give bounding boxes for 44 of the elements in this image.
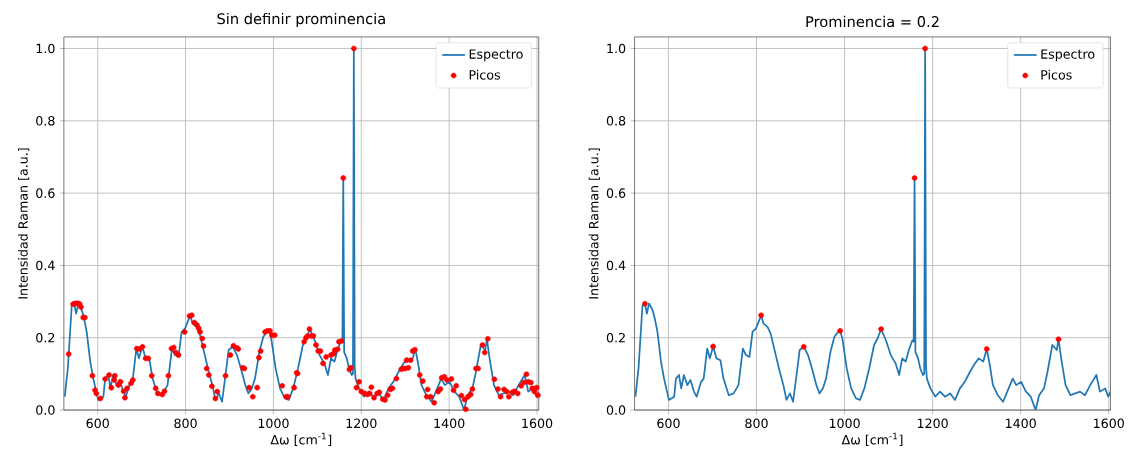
point <box>983 346 990 352</box>
x-tick-label: 600 <box>86 418 109 429</box>
x-tick-label: 1200 <box>917 418 948 429</box>
y-tick-label: 0.0 <box>606 405 626 415</box>
point <box>1055 336 1062 342</box>
x-tick-label: 1000 <box>258 418 289 429</box>
point <box>710 343 716 350</box>
point <box>642 300 648 307</box>
point <box>878 326 884 332</box>
x-tick-label: 800 <box>174 418 197 429</box>
y-tick-label: 0.4 <box>36 260 55 271</box>
y-tick-label: 1.0 <box>607 43 626 54</box>
y-tick-label: 1.0 <box>36 43 55 54</box>
x-tick-label: 1600 <box>1094 418 1124 429</box>
y-tick-label: 0.0 <box>36 405 55 415</box>
x-tick-label: 1400 <box>1005 418 1036 429</box>
y-tick-label: 0.2 <box>36 332 55 343</box>
legend-label: Espectro <box>469 49 523 62</box>
y-tick-label: 0.4 <box>606 260 626 271</box>
point <box>922 45 928 52</box>
y-axis-title: Intensidad Raman [a.u.] <box>18 148 30 299</box>
y-axis-title: Intensidad Raman [a.u.] <box>588 148 600 299</box>
y-tick-label: 0.6 <box>606 188 626 198</box>
point <box>800 344 807 350</box>
x-tick-label: 1600 <box>522 418 553 429</box>
y-tick-label: 0.8 <box>36 116 55 126</box>
legend-label: Picos <box>469 69 501 80</box>
x-tick-label: 1200 <box>346 418 377 429</box>
x-tick-label: 1000 <box>829 418 860 429</box>
point <box>758 312 764 319</box>
legend-label: Espectro <box>1041 49 1095 62</box>
x-axis-title: Δω [cm$^{-1}$] <box>270 432 332 447</box>
chart-title: Sin definir prominencia <box>217 12 385 28</box>
x-tick-label: 1400 <box>434 418 465 429</box>
y-tick-label: 0.8 <box>606 116 626 126</box>
chart-title: Prominencia = 0.2 <box>806 15 939 28</box>
x-axis-title: Δω [cm$^{-1}$] <box>841 432 903 447</box>
y-tick-label: 0.2 <box>606 332 625 343</box>
y-tick-label: 0.6 <box>36 188 55 198</box>
legend-label: Picos <box>1041 69 1072 80</box>
x-tick-label: 600 <box>657 418 680 429</box>
x-tick-label: 800 <box>745 418 768 429</box>
point <box>837 328 843 334</box>
point <box>911 175 918 181</box>
